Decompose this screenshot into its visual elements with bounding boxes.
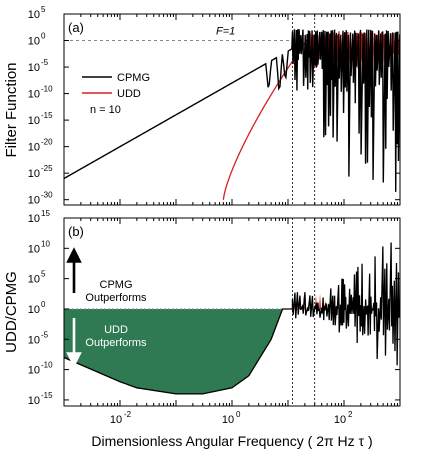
bottom-ytick-exp-1: 10 bbox=[41, 239, 50, 248]
bottom-ytick-base-0: 10 bbox=[28, 213, 40, 225]
cpmg-outperforms-line1: CPMG bbox=[100, 279, 133, 291]
top-ytick-base-2: 10 bbox=[28, 62, 40, 74]
top-ytick-base-3: 10 bbox=[28, 89, 40, 101]
top-ytick-base-7: 10 bbox=[28, 195, 40, 207]
ratio-line bbox=[64, 242, 400, 395]
top-ytick-exp-2: -5 bbox=[41, 58, 49, 67]
bottom-ytick-exp-3: 0 bbox=[41, 300, 46, 309]
bottom-ytick-base-2: 10 bbox=[28, 274, 40, 286]
xtick-base-2: 10 bbox=[334, 414, 346, 426]
f1-label: F=1 bbox=[216, 26, 235, 38]
udd-outperforms-fill bbox=[64, 308, 283, 394]
top-ytick-exp-1: 0 bbox=[41, 32, 46, 41]
bottom-ytick-base-3: 10 bbox=[28, 304, 40, 316]
bottom-ytick-base-6: 10 bbox=[28, 395, 40, 407]
top-ytick-exp-6: -25 bbox=[41, 164, 53, 173]
top-ytick-base-5: 10 bbox=[28, 142, 40, 154]
series-cpmg-line bbox=[64, 29, 400, 192]
top-y-axis-label: Filter Function bbox=[3, 62, 20, 157]
bottom-ytick-exp-2: 5 bbox=[41, 270, 46, 279]
top-ytick-exp-4: -15 bbox=[41, 111, 53, 120]
panel-label-a: (a) bbox=[68, 20, 84, 35]
top-ytick-base-1: 10 bbox=[28, 36, 40, 48]
top-ytick-base-6: 10 bbox=[28, 168, 40, 180]
legend: CPMG UDD n = 10 bbox=[82, 72, 150, 116]
legend-udd-label: UDD bbox=[117, 88, 141, 100]
x-axis-label: Dimensionless Angular Frequency ( 2π Hz … bbox=[91, 433, 372, 449]
bottom-ytick-base-5: 10 bbox=[28, 365, 40, 377]
xtick-base-1: 10 bbox=[222, 414, 234, 426]
bottom-y-axis-label: UDD/CPMG bbox=[3, 271, 20, 353]
udd-outperforms-line1: UDD bbox=[104, 324, 128, 336]
bottom-ytick-exp-0: 15 bbox=[41, 209, 50, 218]
bottom-ytick-exp-6: -15 bbox=[41, 391, 53, 400]
bottom-plot-area bbox=[64, 218, 400, 406]
xtick-base-0: 10 bbox=[110, 414, 122, 426]
bottom-ytick-base-1: 10 bbox=[28, 243, 40, 255]
xtick-exp-1: 0 bbox=[236, 410, 241, 419]
bottom-x-ticks: 10 -2 10 0 10 2 bbox=[80, 218, 398, 426]
bottom-ytick-exp-4: -5 bbox=[41, 330, 49, 339]
bottom-ytick-exp-5: -10 bbox=[41, 361, 53, 370]
bottom-ytick-base-4: 10 bbox=[28, 334, 40, 346]
legend-n-label: n = 10 bbox=[90, 104, 121, 116]
xtick-exp-0: -2 bbox=[124, 410, 132, 419]
top-plot-area bbox=[64, 14, 400, 205]
top-ytick-exp-0: 5 bbox=[41, 5, 46, 14]
top-x-ticks bbox=[80, 14, 398, 205]
udd-outperforms-line2: Outperforms bbox=[85, 337, 147, 349]
top-ytick-exp-7: -30 bbox=[41, 191, 53, 200]
top-ytick-exp-5: -20 bbox=[41, 138, 53, 147]
top-ytick-base-0: 10 bbox=[28, 9, 40, 21]
cpmg-outperforms-line2: Outperforms bbox=[85, 292, 147, 304]
top-ytick-base-4: 10 bbox=[28, 115, 40, 127]
panel-label-b: (b) bbox=[68, 224, 84, 239]
xtick-exp-2: 2 bbox=[348, 410, 353, 419]
legend-cpmg-label: CPMG bbox=[117, 72, 150, 84]
top-ytick-exp-3: -10 bbox=[41, 85, 53, 94]
